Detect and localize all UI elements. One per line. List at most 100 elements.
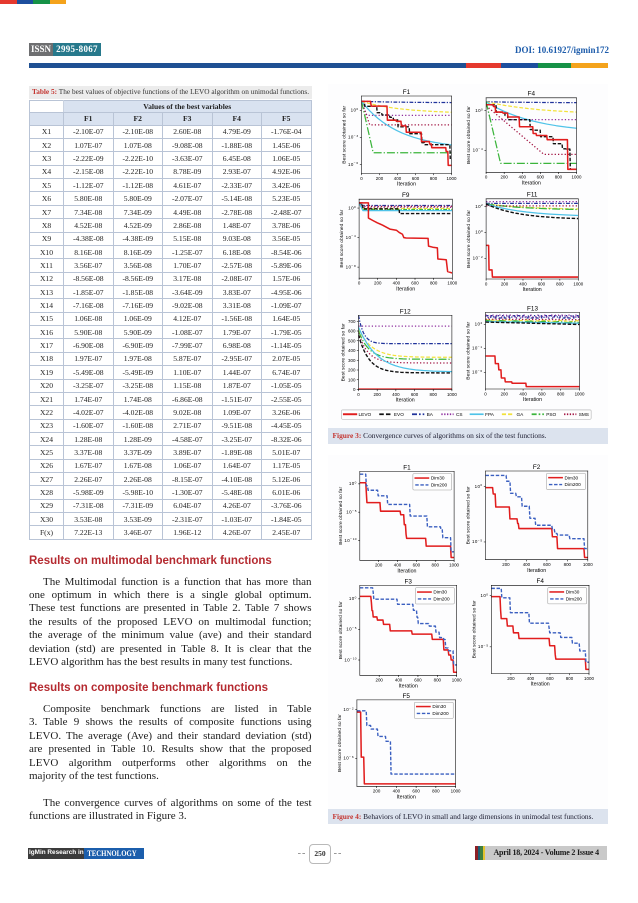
svg-text:Iteration: Iteration [530,682,549,688]
svg-text:Best score obtained so far: Best score obtained so far [466,106,472,164]
svg-text:1 0 − 6: 1 0 − 6 [348,144,361,171]
svg-text:600: 600 [546,676,554,681]
svg-text:Iteration: Iteration [396,794,415,800]
svg-text:0: 0 [484,281,487,286]
svg-text:200: 200 [500,281,508,286]
svg-text:Iteration: Iteration [522,397,541,403]
svg-text:1000: 1000 [446,392,456,397]
svg-text:200: 200 [500,175,508,180]
svg-text:400: 400 [348,348,356,353]
svg-text:200: 200 [372,789,380,794]
svg-text:1 0 − 1: 1 0 − 1 [472,328,485,355]
svg-text:1 0 − 5: 1 0 − 5 [471,522,484,549]
svg-text:F9: F9 [401,192,409,199]
svg-text:600: 600 [412,789,420,794]
svg-text:Dim200: Dim200 [564,482,581,488]
svg-text:1 0 − 6: 1 0 − 6 [472,352,485,379]
svg-text:800: 800 [429,392,437,397]
svg-text:800: 800 [429,176,437,181]
svg-text:400: 400 [522,562,530,567]
svg-text:800: 800 [563,562,571,567]
svg-text:600: 600 [411,281,419,286]
svg-text:Dim200: Dim200 [565,597,582,603]
svg-text:F1: F1 [403,464,411,471]
svg-text:F2: F2 [532,464,540,471]
svg-text:Best score obtained so far: Best score obtained so far [465,486,471,544]
svg-text:800: 800 [432,789,440,794]
svg-text:LEVO: LEVO [358,412,371,418]
svg-text:1000: 1000 [573,281,583,286]
svg-text:1000: 1000 [582,562,592,567]
svg-text:Dim30: Dim30 [430,476,444,482]
svg-text:Dim200: Dim200 [430,483,447,489]
svg-text:600: 600 [543,562,551,567]
svg-text:200: 200 [375,176,383,181]
svg-text:1 0 − 8: 1 0 − 8 [345,247,358,274]
svg-text:FPA: FPA [485,412,495,418]
svg-text:1 0 − 2: 1 0 − 2 [343,689,356,716]
svg-text:Best score obtained so far: Best score obtained so far [341,105,347,163]
svg-text:600: 600 [412,563,420,568]
svg-text:200: 200 [374,281,382,286]
svg-text:Dim30: Dim30 [564,475,578,481]
svg-text:600: 600 [538,391,546,396]
svg-text:600: 600 [414,678,422,683]
svg-text:200: 200 [374,563,382,568]
svg-text:Best score obtained so far: Best score obtained so far [340,323,346,381]
svg-text:Dim30: Dim30 [432,704,446,710]
svg-text:EVO: EVO [393,412,403,418]
svg-text:Best score obtained so far: Best score obtained so far [465,321,471,379]
svg-text:400: 400 [526,676,534,681]
svg-text:1 0 − 3: 1 0 − 3 [348,117,361,144]
svg-text:Iteration: Iteration [521,180,540,186]
svg-text:1 0 0: 1 0 0 [475,214,486,239]
svg-text:800: 800 [431,563,439,568]
svg-text:600: 600 [348,329,356,334]
svg-text:Iteration: Iteration [398,683,417,689]
svg-text:1 0 − 4: 1 0 − 4 [472,130,485,157]
svg-text:1000: 1000 [449,563,459,568]
svg-text:400: 400 [518,175,526,180]
svg-text:Iteration: Iteration [527,568,546,574]
svg-text:Iteration: Iteration [395,398,414,404]
svg-text:200: 200 [373,392,381,397]
svg-text:1 0 4: 1 0 4 [474,306,485,331]
svg-text:1 0 − 5: 1 0 − 5 [477,626,490,653]
svg-text:200: 200 [375,678,383,683]
svg-text:0: 0 [360,176,363,181]
svg-text:400: 400 [392,281,400,286]
svg-text:Iteration: Iteration [397,568,416,574]
svg-text:600: 600 [537,281,545,286]
svg-text:Best score obtained so far: Best score obtained so far [337,487,343,545]
svg-text:300: 300 [348,358,356,363]
svg-text:1 0 2: 1 0 2 [475,188,486,213]
svg-text:PSO: PSO [546,412,556,418]
svg-text:400: 400 [393,563,401,568]
svg-text:500: 500 [348,338,356,343]
svg-text:F1: F1 [402,89,410,96]
svg-text:GA: GA [516,412,524,418]
svg-text:F12: F12 [399,308,410,315]
svg-text:1 0 − 4: 1 0 − 4 [345,217,358,244]
svg-text:Best score obtained so far: Best score obtained so far [337,601,343,659]
svg-text:1 0 0: 1 0 0 [474,468,485,493]
svg-text:1 0 − 6: 1 0 − 6 [343,738,356,765]
svg-text:800: 800 [433,678,441,683]
svg-text:CS: CS [455,412,462,418]
svg-text:Dim200: Dim200 [433,597,450,603]
svg-text:400: 400 [393,176,401,181]
svg-text:Best score obtained so far: Best score obtained so far [336,714,342,772]
svg-text:1000: 1000 [571,175,581,180]
svg-text:BA: BA [426,412,433,418]
svg-text:400: 400 [519,391,527,396]
svg-text:800: 800 [556,281,564,286]
svg-text:400: 400 [392,789,400,794]
svg-text:400: 400 [394,678,402,683]
svg-text:Dim30: Dim30 [565,590,579,596]
svg-text:0: 0 [357,392,360,397]
svg-text:1 0 0: 1 0 0 [348,465,359,490]
svg-text:1 0 0: 1 0 0 [350,92,361,117]
svg-text:Dim200: Dim200 [432,711,449,717]
svg-text:Iteration: Iteration [396,286,415,292]
svg-text:600: 600 [411,176,419,181]
